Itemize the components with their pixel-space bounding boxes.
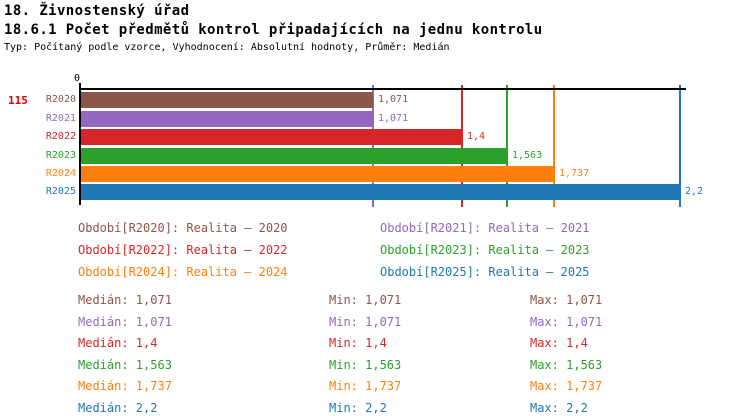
- value-marker-line: [506, 85, 508, 207]
- legend-item: Období[R2023]: Realita – 2023: [380, 243, 590, 257]
- stat-median: Medián: 1,071: [78, 293, 172, 307]
- bar: [81, 92, 373, 108]
- y-axis-line: [79, 83, 81, 205]
- stat-min: Min: 1,071: [329, 293, 402, 307]
- value-marker-line: [372, 85, 374, 207]
- stat-max: Max: 1,737: [530, 379, 603, 393]
- category-label: R2022: [45, 131, 76, 142]
- legend-item: Období[R2025]: Realita – 2025: [380, 265, 590, 279]
- x-axis-zero-label: 0: [74, 73, 81, 84]
- category-label: R2024: [45, 168, 76, 179]
- stat-max: Max: 1,4: [530, 336, 588, 350]
- bar: [81, 166, 554, 182]
- bar-value-label: 1,737: [559, 168, 590, 179]
- stat-median: Medián: 1,737: [78, 379, 172, 393]
- stat-median: Medián: 2,2: [78, 401, 158, 415]
- bar-value-label: 1,563: [512, 150, 543, 161]
- stat-min: Min: 2,2: [329, 401, 387, 415]
- legend-item: Období[R2021]: Realita – 2021: [380, 221, 590, 235]
- indicator-number: 115: [8, 94, 28, 107]
- category-label: R2023: [45, 150, 76, 161]
- bar: [81, 111, 373, 127]
- legend-item: Období[R2020]: Realita – 2020: [78, 221, 288, 235]
- x-axis-line: [79, 88, 686, 90]
- stat-median: Medián: 1,071: [78, 315, 172, 329]
- legend-item: Období[R2022]: Realita – 2022: [78, 243, 288, 257]
- stat-max: Max: 1,563: [530, 358, 603, 372]
- category-label: R2025: [45, 186, 76, 197]
- bar: [81, 148, 507, 164]
- indicator-meta-line: Typ: Počítaný podle vzorce, Vyhodnocení:…: [4, 42, 450, 53]
- value-marker-line: [553, 85, 555, 207]
- stat-min: Min: 1,737: [329, 379, 402, 393]
- legend-item: Období[R2024]: Realita – 2024: [78, 265, 288, 279]
- value-marker-line: [461, 85, 463, 207]
- bar-value-label: 2,2: [685, 186, 704, 197]
- category-label: R2020: [45, 94, 76, 105]
- stat-max: Max: 1,071: [530, 293, 603, 307]
- stat-median: Medián: 1,4: [78, 336, 158, 350]
- bar-value-label: 1,071: [378, 113, 409, 124]
- stat-max: Max: 2,2: [530, 401, 588, 415]
- stat-min: Min: 1,071: [329, 315, 402, 329]
- bar: [81, 184, 680, 200]
- stat-median: Medián: 1,563: [78, 358, 172, 372]
- bar-value-label: 1,071: [378, 94, 409, 105]
- section-title: 18. Živnostenský úřad: [4, 3, 190, 19]
- stat-min: Min: 1,4: [329, 336, 387, 350]
- bar: [81, 129, 462, 145]
- bar-value-label: 1,4: [467, 131, 486, 142]
- value-marker-line: [679, 85, 681, 207]
- indicator-title: 18.6.1 Počet předmětů kontrol připadajíc…: [4, 22, 543, 38]
- stat-max: Max: 1,071: [530, 315, 603, 329]
- category-label: R2021: [45, 113, 76, 124]
- stat-min: Min: 1,563: [329, 358, 402, 372]
